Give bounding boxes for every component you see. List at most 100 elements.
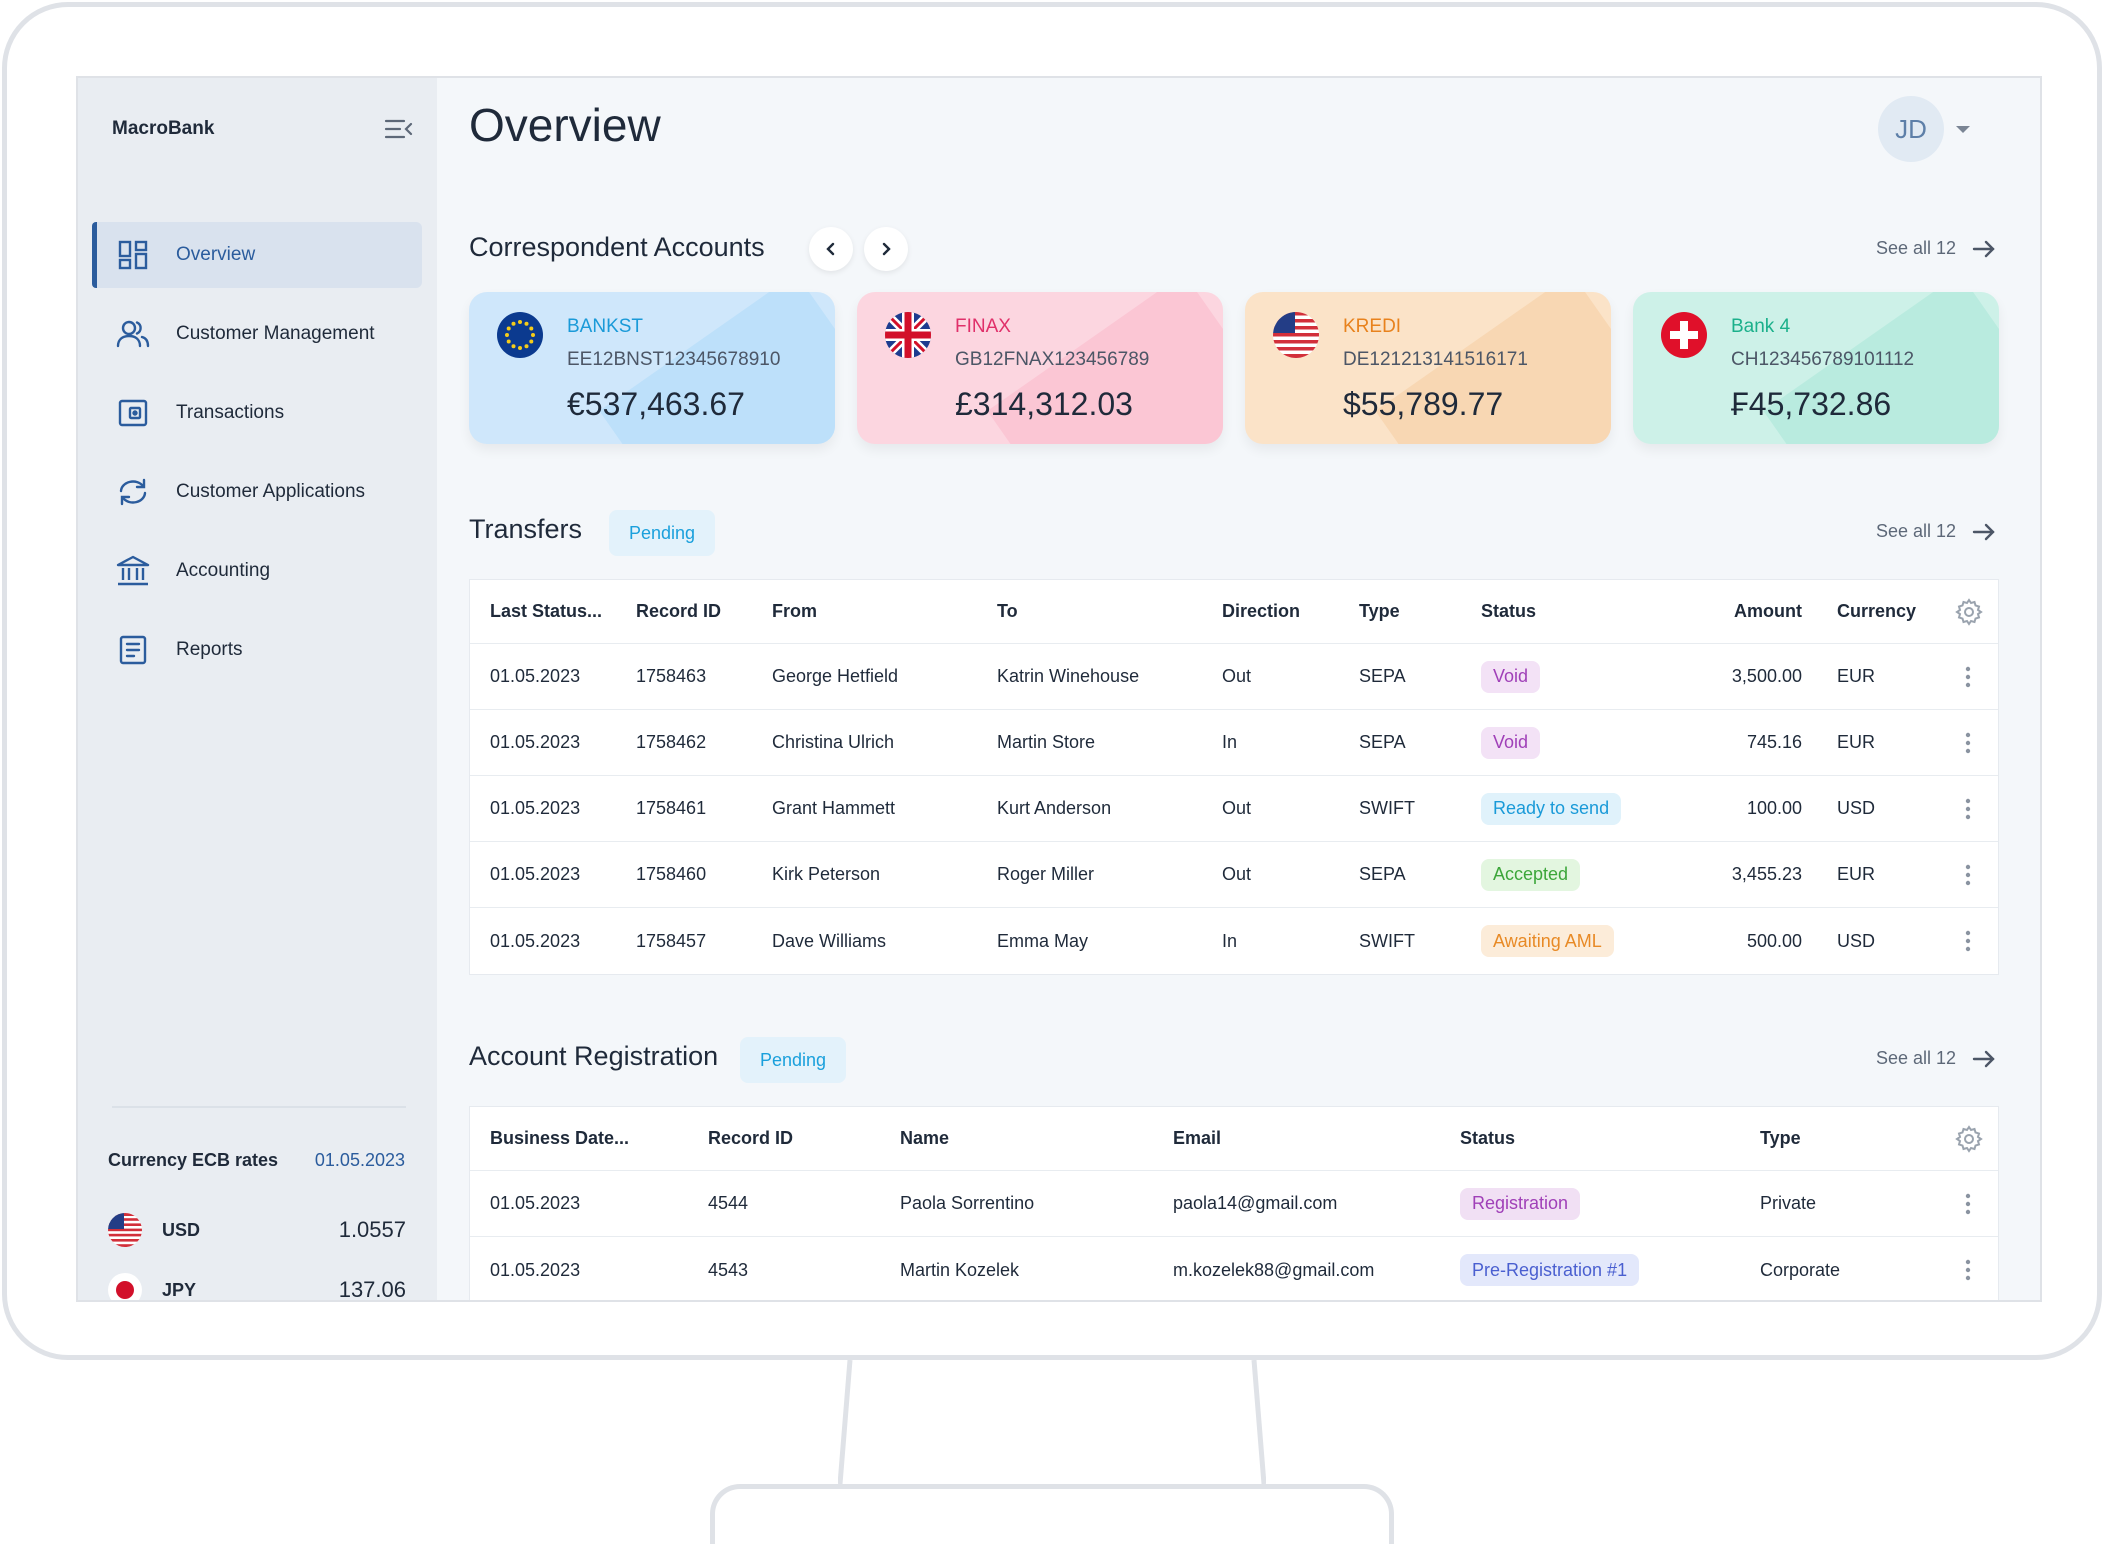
more-options-icon[interactable]: [1958, 1189, 1978, 1219]
cell-to: Roger Miller: [997, 864, 1095, 884]
status-badge: Void: [1481, 726, 1541, 759]
cell-currency: USD: [1837, 798, 1876, 818]
column-header[interactable]: Type: [1359, 601, 1400, 621]
settings-gear-icon[interactable]: [1954, 1124, 1984, 1154]
table-header: Business Date... Record ID Name Email St…: [470, 1107, 1998, 1171]
status-badge: Registration: [1460, 1187, 1581, 1220]
account-iban: EE12BNST12345678910: [567, 349, 781, 370]
registration-pending-badge[interactable]: Pending: [740, 1037, 847, 1083]
column-header[interactable]: Last Status...: [490, 601, 603, 621]
cell-date: 01.05.2023: [490, 1193, 581, 1213]
cell-date: 01.05.2023: [490, 1259, 581, 1280]
cell-type: Corporate: [1760, 1259, 1841, 1280]
chevron-down-icon[interactable]: [1956, 126, 1970, 133]
cell-currency: EUR: [1837, 666, 1876, 686]
sidebar-item-customer-applications[interactable]: Customer Applications: [92, 459, 422, 525]
more-options-icon[interactable]: [1958, 1255, 1978, 1285]
cell-record-id: 4544: [708, 1193, 749, 1213]
column-header[interactable]: Currency: [1837, 601, 1917, 621]
cell-type: SEPA: [1359, 732, 1406, 752]
table-row[interactable]: 01.05.2023 4543 Martin Kozelek m.kozelek88@…: [470, 1237, 1998, 1300]
sidebar-item-reports[interactable]: Reports: [92, 617, 422, 683]
table-row[interactable]: 01.05.2023 1758461 Grant Hammett Kurt Ander…: [470, 776, 1998, 842]
sidebar-item-overview[interactable]: Overview: [92, 222, 422, 288]
see-all-transfers-link[interactable]: See all 12: [1876, 521, 1996, 542]
sidebar-item-accounting[interactable]: Accounting: [92, 538, 422, 604]
more-options-icon[interactable]: [1958, 860, 1978, 890]
page-title: Overview: [469, 99, 661, 151]
more-options-icon[interactable]: [1958, 794, 1978, 824]
sidebar-item-customer-management[interactable]: Customer Management: [92, 301, 422, 367]
column-header[interactable]: Record ID: [636, 601, 722, 621]
cell-amount: 745.16: [1746, 732, 1802, 752]
sidebar-item-label: Accounting: [176, 560, 271, 581]
sidebar-item-label: Overview: [176, 244, 256, 265]
cell-to: Emma May: [997, 930, 1089, 951]
cell-name: Paola Sorrentino: [900, 1193, 1035, 1213]
account-card-finax[interactable]: FINAX GB12FNAX123456789 £314,312.03: [857, 292, 1223, 444]
column-header[interactable]: Status: [1460, 1128, 1516, 1148]
cell-currency: EUR: [1837, 732, 1876, 752]
table-row[interactable]: 01.05.2023 4544 Paola Sorrentino paola14@gm…: [470, 1171, 1998, 1237]
brand-logo: MacroBank: [112, 118, 215, 139]
arrow-right-icon: [1972, 523, 1995, 540]
account-card-bankst[interactable]: BANKST EE12BNST12345678910 €537,463.67: [469, 292, 835, 444]
sidebar: MacroBank Overview: [78, 78, 437, 1300]
monitor-base: [710, 1484, 1394, 1544]
column-header[interactable]: Type: [1760, 1128, 1801, 1148]
column-header[interactable]: Record ID: [708, 1128, 794, 1148]
cell-from: Grant Hammett: [772, 798, 896, 818]
see-all-accounts-link[interactable]: See all 12: [1876, 238, 1996, 259]
arrow-right-icon: [1972, 240, 1995, 257]
table-row[interactable]: 01.05.2023 1758460 Kirk Peterson Roger Mill…: [470, 842, 1998, 908]
more-options-icon[interactable]: [1958, 662, 1978, 692]
account-balance: $55,789.77: [1343, 386, 1504, 422]
transfers-pending-badge[interactable]: Pending: [609, 510, 716, 556]
cell-record-id: 1758462: [636, 732, 707, 752]
column-header[interactable]: Name: [900, 1128, 950, 1148]
column-header[interactable]: Business Date...: [490, 1128, 630, 1148]
settings-gear-icon[interactable]: [1954, 597, 1984, 627]
column-header[interactable]: Amount: [1734, 601, 1802, 621]
column-header[interactable]: To: [997, 601, 1018, 621]
rate-row-usd: USD 1.0557: [108, 1212, 406, 1248]
rates-date: 01.05.2023: [314, 1150, 405, 1170]
column-header[interactable]: Email: [1173, 1128, 1222, 1148]
cell-email: paola14@gmail.com: [1173, 1193, 1338, 1213]
cell-name: Martin Kozelek: [900, 1259, 1020, 1280]
cell-from: George Hetfield: [772, 666, 899, 686]
cell-from: Christina Ulrich: [772, 732, 895, 752]
rate-code: JPY: [162, 1279, 197, 1300]
status-badge: Pre-Registration #1: [1460, 1254, 1640, 1286]
more-options-icon[interactable]: [1958, 926, 1978, 956]
cell-to: Kurt Anderson: [997, 798, 1112, 818]
account-card-bank4[interactable]: Bank 4 CH123456789101112 ₣45,732.86: [1633, 292, 1999, 444]
prev-arrow-button[interactable]: [809, 227, 853, 271]
cell-direction: Out: [1222, 864, 1252, 884]
see-all-registrations-link[interactable]: See all 12: [1876, 1048, 1996, 1069]
column-header[interactable]: From: [772, 601, 817, 621]
cell-from: Kirk Peterson: [772, 864, 881, 884]
cell-currency: USD: [1837, 930, 1876, 951]
table-row[interactable]: 01.05.2023 1758462 Christina Ulrich Martin …: [470, 710, 1998, 776]
cell-amount: 100.00: [1746, 798, 1802, 818]
column-header[interactable]: Direction: [1222, 601, 1301, 621]
eu-flag-icon: [497, 312, 543, 358]
column-header[interactable]: Status: [1481, 601, 1537, 621]
document-icon: [116, 633, 150, 667]
see-all-label: See all 12: [1875, 521, 1956, 541]
more-options-icon[interactable]: [1958, 728, 1978, 758]
account-iban: DE121213141516171: [1343, 349, 1528, 370]
transfers-title: Transfers: [469, 514, 583, 544]
cell-from: Dave Williams: [772, 930, 887, 951]
table-row[interactable]: 01.05.2023 1758457 Dave Williams Emma May In…: [470, 908, 1998, 974]
table-row[interactable]: 01.05.2023 1758463 George Hetfield Katrin W…: [470, 644, 1998, 710]
next-arrow-button[interactable]: [864, 227, 908, 271]
transfers-table: Last Status... Record ID From To Directi…: [469, 579, 1999, 975]
collapse-sidebar-icon[interactable]: [384, 116, 414, 142]
account-card-kredi[interactable]: KREDI DE121213141516171 $55,789.77: [1245, 292, 1611, 444]
user-avatar[interactable]: JD: [1878, 96, 1944, 162]
sidebar-item-transactions[interactable]: Transactions: [92, 380, 422, 446]
cell-amount: 500.00: [1746, 930, 1802, 951]
ch-flag-icon: [1661, 312, 1707, 358]
